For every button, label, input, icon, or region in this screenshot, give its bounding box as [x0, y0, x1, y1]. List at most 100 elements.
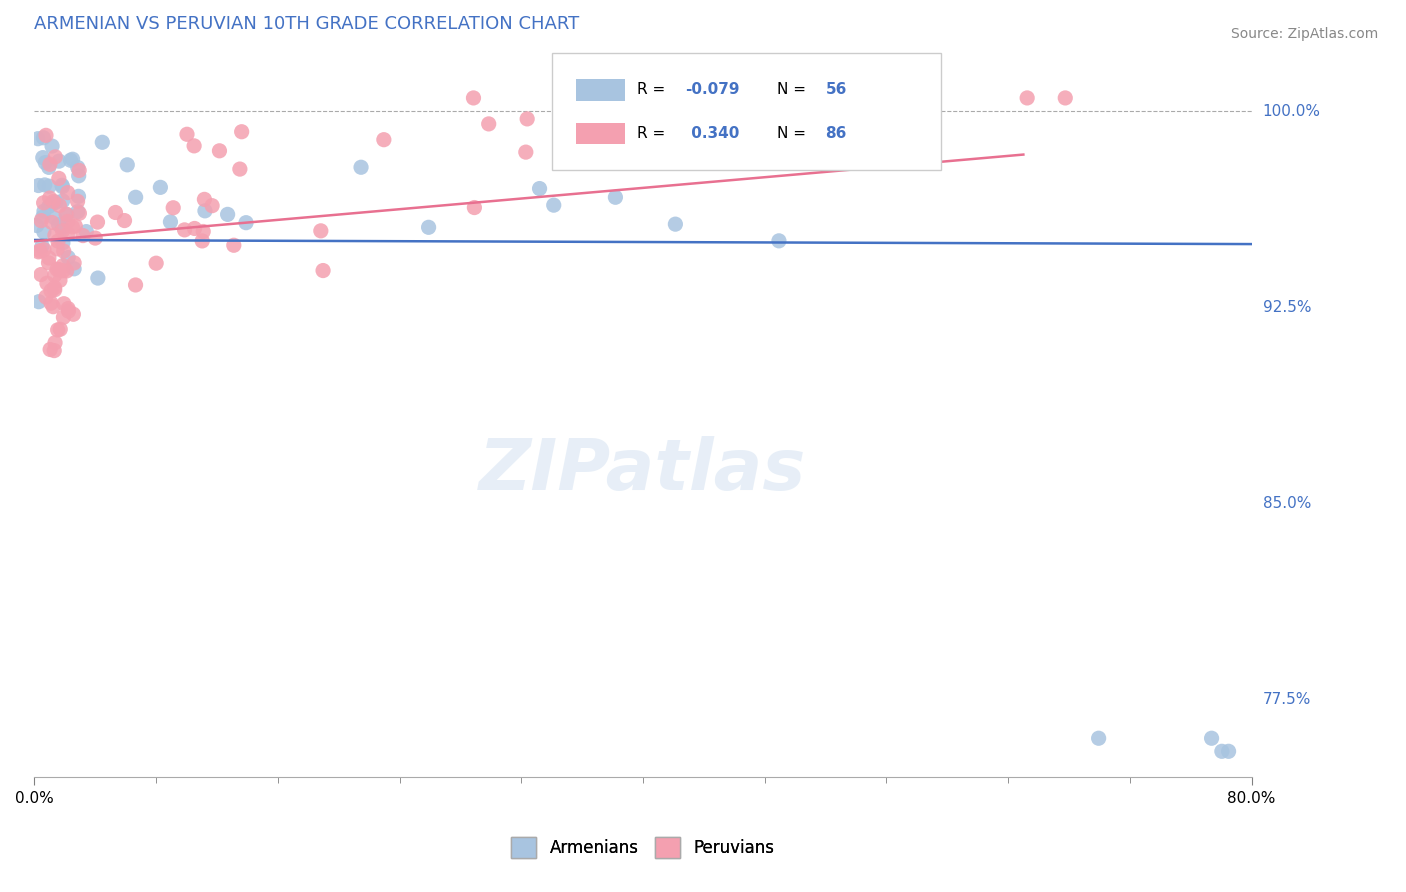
Armenians	[87, 271, 110, 285]
Text: ZIPatlas: ZIPatlas	[479, 435, 807, 505]
Peruvians	[478, 117, 501, 131]
Armenians	[27, 131, 49, 145]
Peruvians	[60, 219, 83, 234]
Text: -0.079: -0.079	[686, 82, 740, 97]
Peruvians	[114, 213, 136, 227]
Armenians	[66, 204, 89, 219]
Peruvians	[46, 234, 69, 248]
Peruvians	[55, 207, 77, 221]
Peruvians	[222, 238, 245, 252]
Peruvians	[30, 268, 52, 282]
Bar	[576, 78, 624, 101]
Armenians	[32, 130, 55, 145]
Armenians	[418, 220, 440, 235]
Peruvians	[56, 301, 79, 316]
Peruvians	[48, 198, 70, 212]
Peruvians	[49, 273, 72, 287]
Armenians	[27, 178, 49, 193]
Peruvians	[229, 162, 252, 177]
Text: 100.0%: 100.0%	[1263, 103, 1320, 119]
Armenians	[41, 196, 63, 211]
Peruvians	[84, 231, 107, 245]
Peruvians	[193, 225, 215, 239]
Peruvians	[52, 244, 75, 259]
Bar	[576, 122, 624, 145]
Peruvians	[38, 157, 60, 171]
Peruvians	[67, 206, 90, 220]
Peruvians	[72, 228, 94, 243]
Armenians	[38, 199, 60, 213]
Armenians	[664, 217, 686, 231]
Peruvians	[1017, 91, 1039, 105]
Armenians	[194, 203, 217, 218]
Peruvians	[86, 215, 108, 229]
Peruvians	[52, 310, 75, 325]
Peruvians	[46, 242, 69, 256]
Armenians	[45, 195, 67, 210]
Peruvians	[63, 256, 86, 270]
Peruvians	[46, 323, 69, 337]
Peruvians	[173, 223, 195, 237]
Peruvians	[66, 194, 89, 209]
Peruvians	[183, 221, 205, 235]
Armenians	[48, 154, 70, 169]
Armenians	[62, 153, 84, 167]
Peruvians	[183, 139, 205, 153]
Armenians	[124, 190, 146, 204]
Peruvians	[41, 215, 63, 229]
Peruvians	[515, 145, 537, 160]
Text: 86: 86	[825, 126, 846, 141]
Armenians	[66, 161, 89, 175]
Peruvians	[65, 219, 87, 233]
Peruvians	[208, 144, 231, 158]
Armenians	[44, 211, 66, 226]
Text: 56: 56	[825, 82, 846, 97]
Peruvians	[32, 243, 55, 257]
Peruvians	[810, 91, 832, 105]
Peruvians	[44, 228, 66, 243]
Armenians	[149, 180, 172, 194]
Peruvians	[35, 277, 58, 291]
Legend: Armenians, Peruvians: Armenians, Peruvians	[505, 830, 782, 864]
Peruvians	[44, 280, 66, 294]
Peruvians	[56, 227, 79, 241]
Peruvians	[52, 296, 75, 310]
Peruvians	[62, 307, 84, 321]
Peruvians	[104, 205, 127, 219]
Peruvians	[27, 244, 49, 259]
Peruvians	[35, 290, 58, 304]
Text: ARMENIAN VS PERUVIAN 10TH GRADE CORRELATION CHART: ARMENIAN VS PERUVIAN 10TH GRADE CORRELAT…	[34, 15, 579, 33]
Peruvians	[39, 343, 62, 357]
Peruvians	[44, 283, 66, 297]
Peruvians	[193, 193, 215, 207]
Armenians	[67, 169, 90, 183]
Armenians	[31, 151, 53, 165]
Armenians	[52, 235, 75, 250]
Peruvians	[48, 171, 70, 186]
Text: R =: R =	[637, 126, 671, 141]
Armenians	[34, 155, 56, 169]
Armenians	[1218, 744, 1240, 758]
Armenians	[51, 179, 73, 194]
Peruvians	[30, 213, 52, 227]
Peruvians	[39, 296, 62, 310]
Armenians	[34, 178, 56, 192]
Peruvians	[124, 277, 146, 292]
Peruvians	[42, 194, 65, 209]
Peruvians	[52, 264, 75, 278]
Peruvians	[463, 91, 485, 105]
Armenians	[51, 220, 73, 235]
Armenians	[350, 161, 373, 175]
Text: Source: ZipAtlas.com: Source: ZipAtlas.com	[1230, 27, 1378, 41]
Armenians	[1087, 731, 1109, 746]
Peruvians	[176, 128, 198, 142]
Peruvians	[42, 300, 65, 314]
Text: 85.0%: 85.0%	[1263, 496, 1310, 510]
Peruvians	[56, 186, 79, 200]
Armenians	[1201, 731, 1223, 746]
Peruvians	[39, 284, 62, 298]
Armenians	[768, 234, 790, 248]
Armenians	[605, 190, 627, 204]
Armenians	[52, 194, 75, 208]
Peruvians	[44, 268, 66, 283]
